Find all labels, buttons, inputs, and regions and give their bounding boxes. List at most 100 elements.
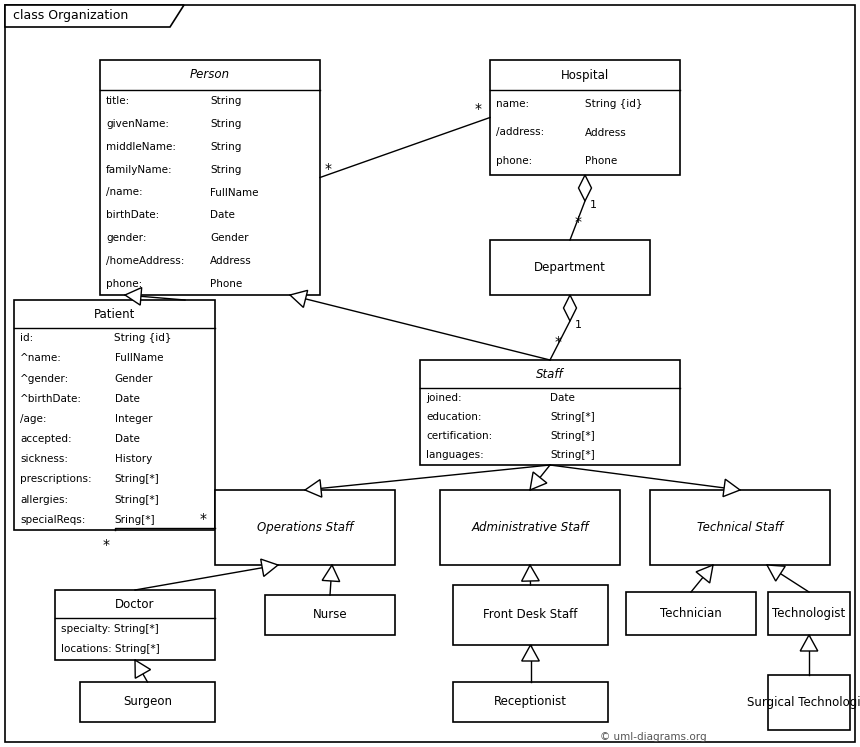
Text: Staff: Staff: [536, 368, 564, 380]
Text: Gender: Gender: [114, 374, 153, 383]
Text: sickness:: sickness:: [20, 454, 68, 465]
Text: /age:: /age:: [20, 414, 46, 424]
Text: Date: Date: [550, 393, 574, 403]
Bar: [490, 240, 650, 295]
Text: 1: 1: [590, 200, 597, 210]
Bar: [650, 490, 830, 565]
Text: id:: id:: [20, 333, 34, 343]
Text: Date: Date: [114, 434, 139, 444]
Bar: [453, 682, 608, 722]
Polygon shape: [522, 645, 539, 661]
Polygon shape: [290, 291, 308, 308]
Text: title:: title:: [106, 96, 130, 106]
Text: *: *: [555, 335, 562, 349]
Text: String {id}: String {id}: [114, 333, 172, 343]
Text: /homeAddress:: /homeAddress:: [106, 255, 184, 266]
Bar: [768, 592, 850, 635]
Text: birthDate:: birthDate:: [106, 210, 159, 220]
Text: education:: education:: [426, 412, 482, 422]
Text: String[*]: String[*]: [114, 495, 159, 505]
Bar: [100, 60, 320, 295]
Text: Phone: Phone: [585, 156, 617, 166]
Text: FullName: FullName: [114, 353, 163, 363]
Text: Gender: Gender: [210, 233, 249, 243]
Text: locations: String[*]: locations: String[*]: [61, 645, 160, 654]
Text: String: String: [210, 96, 242, 106]
Text: languages:: languages:: [426, 450, 483, 460]
Text: Address: Address: [210, 255, 252, 266]
Text: specialty: String[*]: specialty: String[*]: [61, 624, 159, 633]
Text: Doctor: Doctor: [115, 598, 155, 610]
Text: Technologist: Technologist: [772, 607, 845, 620]
Text: prescriptions:: prescriptions:: [20, 474, 92, 485]
Text: Front Desk Staff: Front Desk Staff: [483, 609, 578, 622]
Text: Phone: Phone: [210, 279, 243, 288]
Text: Operations Staff: Operations Staff: [257, 521, 353, 534]
Polygon shape: [135, 660, 150, 678]
Text: String[*]: String[*]: [550, 431, 595, 441]
Text: Hospital: Hospital: [561, 69, 609, 81]
Polygon shape: [696, 565, 713, 583]
Text: phone:: phone:: [106, 279, 142, 288]
Text: *: *: [575, 215, 582, 229]
Polygon shape: [305, 480, 322, 498]
Text: *: *: [102, 538, 109, 552]
Text: FullName: FullName: [210, 187, 259, 197]
Text: String: String: [210, 142, 242, 152]
Bar: [55, 590, 215, 660]
Polygon shape: [563, 295, 576, 321]
Text: middleName:: middleName:: [106, 142, 176, 152]
Text: certification:: certification:: [426, 431, 492, 441]
Polygon shape: [125, 288, 142, 305]
Polygon shape: [800, 635, 818, 651]
Text: Receptionist: Receptionist: [494, 695, 567, 708]
Text: *: *: [325, 163, 332, 176]
Text: String {id}: String {id}: [585, 99, 642, 109]
Bar: [490, 60, 680, 175]
Text: History: History: [114, 454, 151, 465]
Text: Administrative Staff: Administrative Staff: [471, 521, 589, 534]
Text: familyName:: familyName:: [106, 165, 173, 175]
Bar: [453, 585, 608, 645]
Text: String: String: [210, 120, 242, 129]
Text: Patient: Patient: [94, 308, 135, 320]
Text: ^name:: ^name:: [20, 353, 62, 363]
Polygon shape: [530, 472, 547, 490]
Bar: [80, 682, 215, 722]
Text: joined:: joined:: [426, 393, 462, 403]
Text: Nurse: Nurse: [313, 609, 347, 622]
Text: Surgeon: Surgeon: [123, 695, 172, 708]
Text: class Organization: class Organization: [13, 10, 128, 22]
Text: Integer: Integer: [114, 414, 152, 424]
Bar: [265, 595, 395, 635]
Text: /address:: /address:: [496, 128, 544, 137]
Text: Technician: Technician: [660, 607, 722, 620]
Bar: [215, 490, 395, 565]
Text: ^birthDate:: ^birthDate:: [20, 394, 82, 403]
Bar: [626, 592, 756, 635]
Text: © uml-diagrams.org: © uml-diagrams.org: [600, 732, 707, 742]
Bar: [768, 675, 850, 730]
Polygon shape: [261, 559, 278, 577]
Text: ^gender:: ^gender:: [20, 374, 70, 383]
Text: specialReqs:: specialReqs:: [20, 515, 85, 525]
Text: givenName:: givenName:: [106, 120, 169, 129]
Text: Surgical Technologist: Surgical Technologist: [746, 696, 860, 709]
Bar: [440, 490, 620, 565]
Text: accepted:: accepted:: [20, 434, 71, 444]
Text: String[*]: String[*]: [114, 474, 159, 485]
Bar: [420, 360, 680, 465]
Text: name:: name:: [496, 99, 529, 109]
Text: allergies:: allergies:: [20, 495, 68, 505]
Text: phone:: phone:: [496, 156, 532, 166]
Text: *: *: [475, 102, 482, 117]
Text: Date: Date: [210, 210, 235, 220]
Text: Person: Person: [190, 69, 230, 81]
Text: Sring[*]: Sring[*]: [114, 515, 155, 525]
Polygon shape: [767, 565, 785, 581]
Text: 1: 1: [575, 320, 582, 330]
Text: Address: Address: [585, 128, 627, 137]
Polygon shape: [322, 565, 340, 582]
Text: Department: Department: [534, 261, 606, 274]
Text: String: String: [210, 165, 242, 175]
